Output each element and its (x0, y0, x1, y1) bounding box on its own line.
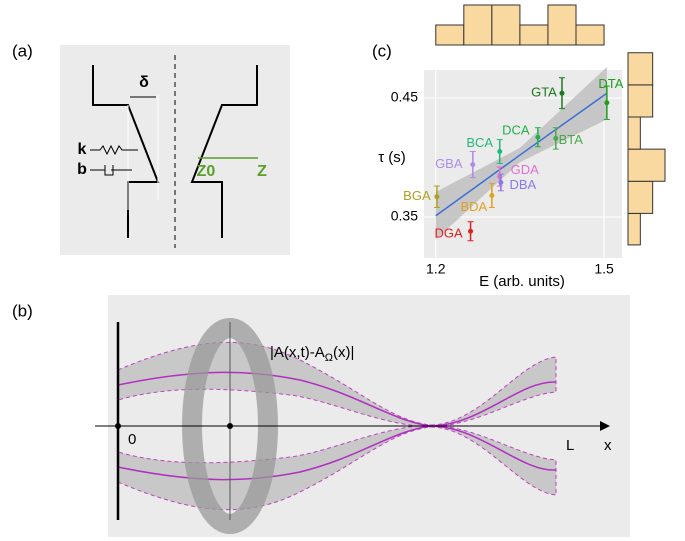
z-label: Z (257, 163, 267, 180)
point (434, 194, 439, 199)
point (604, 100, 609, 105)
histogram-bar (464, 5, 492, 45)
x-tick-label: 1.2 (426, 261, 446, 277)
histogram-bar (628, 85, 653, 117)
origin-label: 0 (128, 431, 136, 448)
histogram-bar (628, 213, 640, 245)
panel-label: (b) (12, 301, 33, 320)
point (498, 180, 503, 185)
point-label: BGA (403, 188, 431, 203)
figure: (a) δ k b Z0 Z (b) 0 L x |A(x,t)-AΩ(x)| … (0, 0, 685, 541)
histogram-bar (492, 5, 520, 45)
x-tick-label: 1.5 (594, 261, 614, 277)
point-label: DBA (509, 177, 536, 192)
point-label: DTA (598, 76, 623, 91)
axis-label: x (604, 437, 612, 454)
point (497, 149, 502, 154)
histogram-bar (548, 5, 576, 45)
amp-sub: Ω (325, 352, 333, 364)
delta: δ (139, 74, 149, 91)
amp-end: (x)| (333, 344, 354, 361)
y-axis-title: τ (s) (378, 149, 406, 166)
point (227, 423, 233, 429)
amp-main: |A(x,t)-A (270, 344, 325, 361)
histogram-bar (628, 117, 640, 149)
point (535, 135, 540, 140)
point-label: BTA (559, 132, 584, 147)
point (489, 193, 494, 198)
point-label: DCA (502, 123, 530, 138)
point (553, 136, 558, 141)
histogram-bar (628, 181, 653, 213)
histogram-bar (576, 25, 604, 45)
point-label: BDA (461, 199, 488, 214)
point-label: GDA (511, 162, 540, 177)
x-axis-title: E (arb. units) (479, 273, 565, 290)
panel-label: (c) (372, 41, 392, 60)
y-tick-label: 0.45 (391, 89, 418, 105)
histogram-bar (628, 149, 665, 181)
point-label: DGA (434, 226, 463, 241)
damper-label: b (77, 161, 87, 178)
panel-label: (a) (12, 41, 33, 60)
point-label: GBA (435, 156, 463, 171)
histogram-bar (628, 53, 653, 85)
point (468, 229, 473, 234)
point (470, 162, 475, 167)
histogram-bar (436, 25, 464, 45)
point (559, 91, 564, 96)
z0-label: Z0 (197, 163, 216, 180)
point (115, 423, 121, 429)
point-label: BCA (466, 135, 493, 150)
histogram-bar (520, 25, 548, 45)
spring-label: k (78, 141, 87, 158)
point-label: GTA (531, 85, 557, 100)
amplitude-label: |A(x,t)-AΩ(x)| (270, 344, 354, 364)
y-tick-label: 0.35 (391, 208, 418, 224)
length-label: L (566, 437, 574, 454)
